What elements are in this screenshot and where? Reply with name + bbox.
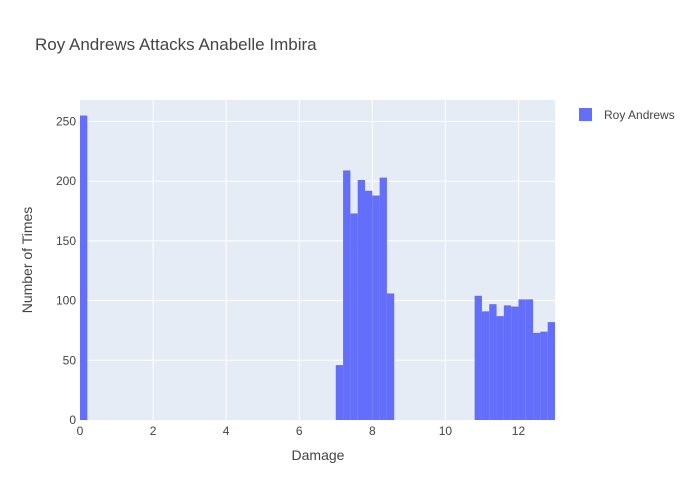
x-tick-label: 8 xyxy=(369,424,376,438)
histogram-bar[interactable] xyxy=(379,177,387,420)
histogram-bar[interactable] xyxy=(511,306,519,420)
x-tick-label: 2 xyxy=(150,424,157,438)
histogram-bar[interactable] xyxy=(365,190,373,420)
histogram-bar[interactable] xyxy=(533,332,541,420)
histogram-bar[interactable] xyxy=(372,195,380,420)
histogram-bar[interactable] xyxy=(547,322,555,420)
legend-label: Roy Andrews xyxy=(604,108,675,122)
histogram-bar[interactable] xyxy=(80,115,88,420)
y-tick-label: 250 xyxy=(56,114,76,128)
x-axis-ticks: 0 2 4 6 8 10 12 xyxy=(77,424,526,438)
y-tick-label: 150 xyxy=(56,234,76,248)
histogram-bar[interactable] xyxy=(335,365,344,420)
histogram-bar[interactable] xyxy=(496,316,504,420)
y-axis-ticks: 0 50 100 150 200 250 xyxy=(56,114,76,427)
histogram-bar[interactable] xyxy=(489,304,497,420)
histogram-bar[interactable] xyxy=(474,295,482,420)
histogram-bar[interactable] xyxy=(518,299,526,420)
x-tick-label: 4 xyxy=(223,424,230,438)
x-axis-label: Damage xyxy=(292,447,345,463)
legend-swatch xyxy=(579,108,592,121)
x-tick-label: 10 xyxy=(439,424,453,438)
y-axis-label: Number of Times xyxy=(19,207,35,314)
y-tick-label: 200 xyxy=(56,174,76,188)
y-tick-label: 0 xyxy=(69,413,76,427)
legend[interactable]: Roy Andrews xyxy=(579,108,675,122)
histogram-bar[interactable] xyxy=(350,213,358,420)
histogram-bar[interactable] xyxy=(357,180,365,420)
histogram-bar[interactable] xyxy=(343,170,351,420)
chart-title: Roy Andrews Attacks Anabelle Imbira xyxy=(35,35,317,54)
histogram-bar[interactable] xyxy=(540,331,548,420)
y-tick-label: 50 xyxy=(63,353,77,367)
x-tick-label: 12 xyxy=(512,424,526,438)
x-tick-label: 6 xyxy=(296,424,303,438)
histogram-bar[interactable] xyxy=(386,293,395,420)
histogram-bar[interactable] xyxy=(481,311,490,420)
histogram-bar[interactable] xyxy=(503,305,512,420)
y-tick-label: 100 xyxy=(56,294,76,308)
bars xyxy=(80,115,555,420)
x-tick-label: 0 xyxy=(77,424,84,438)
histogram-bar[interactable] xyxy=(525,299,534,420)
